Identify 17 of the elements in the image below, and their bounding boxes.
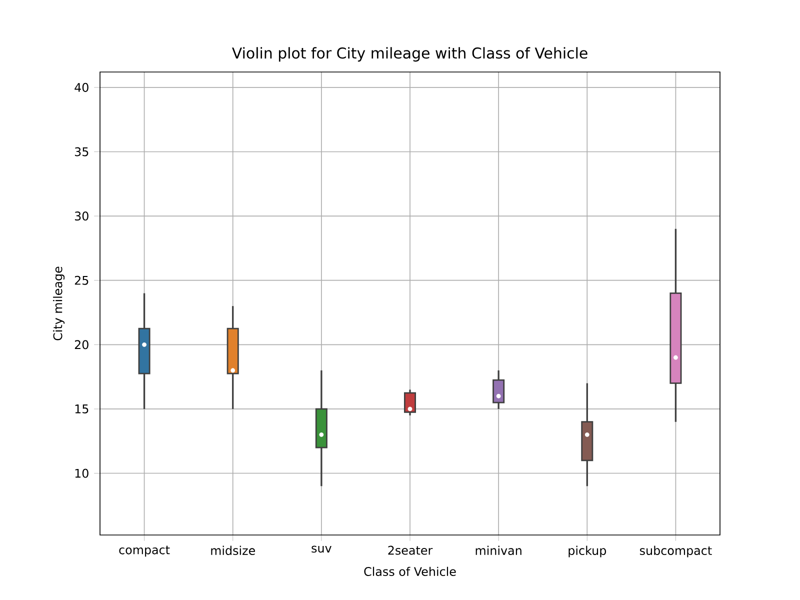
y-tick-label: 20	[74, 340, 88, 350]
x-tick-label: minivan	[476, 546, 522, 556]
x-tick-label: midsize	[211, 546, 255, 556]
y-tick-label: 10	[75, 468, 88, 478]
y-tick-label: 30	[74, 212, 88, 221]
x-tick-label: 2seater	[388, 546, 433, 555]
y-tick-label: 25	[74, 276, 88, 285]
x-axis-title: Class of Vehicle	[364, 566, 456, 576]
y-axis-title: City mileage	[53, 266, 65, 340]
x-tick-label: suv	[312, 546, 332, 553]
chart-title: Violin plot for City mileage with Class of Vehicle	[232, 47, 588, 62]
y-tick-label: 40	[74, 82, 88, 92]
x-tick-label: subcompact	[640, 546, 712, 558]
x-tick-label: pickup	[568, 546, 606, 558]
y-tick-label: 15	[75, 404, 88, 414]
y-tick-label: 35	[74, 147, 88, 156]
x-tick-label: compact	[119, 546, 170, 557]
